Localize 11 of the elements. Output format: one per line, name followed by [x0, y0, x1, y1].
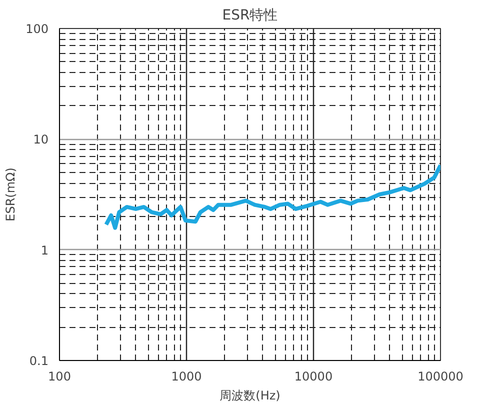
- x-tick-label: 100000: [418, 370, 464, 384]
- y-tick-label: 1: [40, 243, 49, 258]
- y-tick-label: 0.1: [29, 354, 49, 368]
- x-tick-label: 1000: [171, 370, 202, 384]
- x-axis-title: 周波数(Hz): [220, 388, 280, 402]
- x-tick-label: 100: [48, 370, 71, 384]
- y-tick-label: 100: [26, 22, 48, 36]
- y-tick-label: 10: [33, 132, 49, 147]
- x-tick-label: 10000: [294, 370, 333, 384]
- y-axis-title: ESR(mΩ): [4, 168, 18, 222]
- chart-title: ESR特性: [222, 8, 278, 24]
